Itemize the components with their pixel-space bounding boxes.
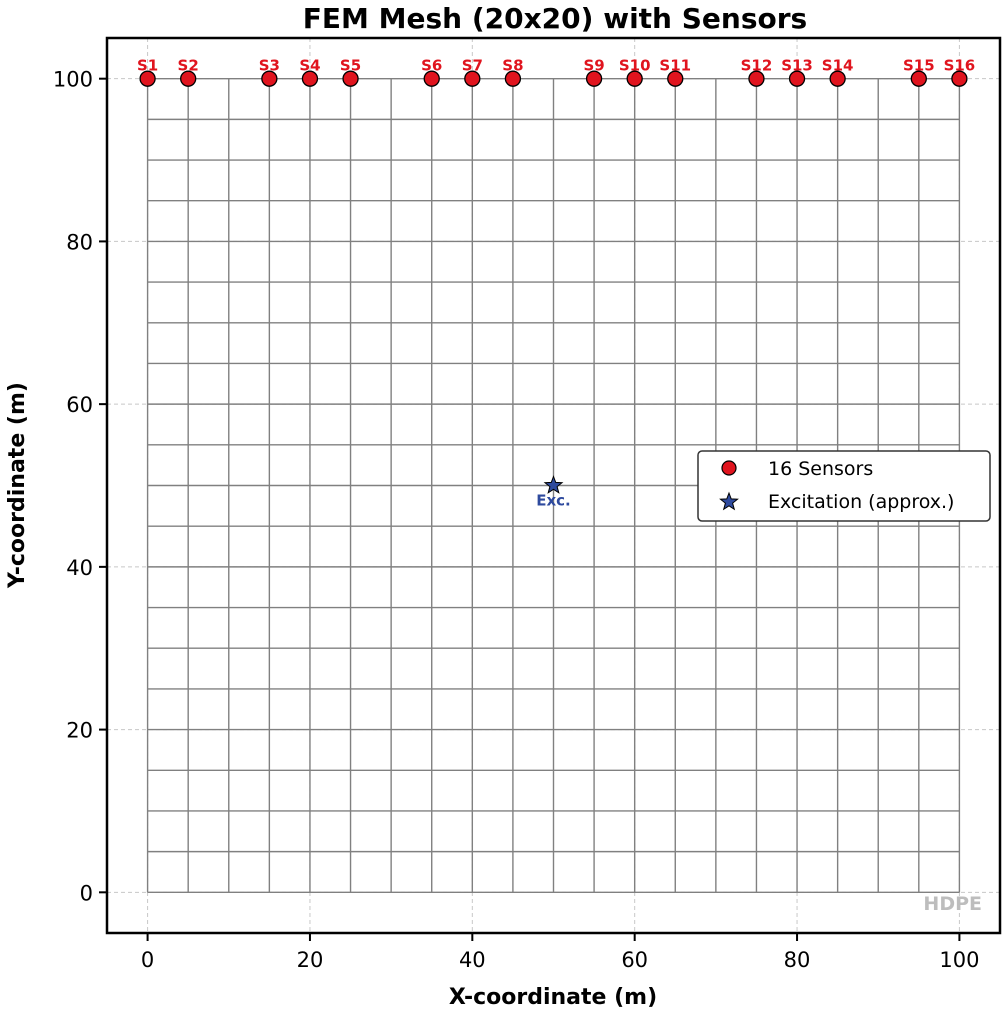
excitation-label: Exc. bbox=[536, 492, 571, 510]
sensor-label: S8 bbox=[502, 57, 523, 75]
sensor-marker bbox=[342, 70, 359, 87]
chart-title: FEM Mesh (20x20) with Sensors bbox=[303, 2, 807, 35]
sensor-marker bbox=[667, 70, 684, 87]
y-tick-label: 60 bbox=[66, 393, 93, 417]
sensor-label: S7 bbox=[462, 57, 483, 75]
sensor-label: S13 bbox=[781, 57, 813, 75]
sensor-label: S3 bbox=[259, 57, 280, 75]
sensor-label: S10 bbox=[619, 57, 651, 75]
sensor-label: S11 bbox=[659, 57, 691, 75]
sensor-marker bbox=[585, 70, 603, 87]
y-tick-label: 40 bbox=[66, 556, 93, 580]
sensor-label: S15 bbox=[903, 57, 935, 75]
sensor-marker bbox=[504, 70, 522, 87]
plot-frame bbox=[105, 36, 1002, 935]
sensor-label: S2 bbox=[178, 57, 199, 75]
x-tick-label: 20 bbox=[297, 948, 324, 972]
y-tick-label: 20 bbox=[66, 719, 93, 743]
legend-box bbox=[697, 450, 991, 522]
sensor-label: S6 bbox=[421, 57, 442, 75]
sensor-marker bbox=[423, 70, 440, 87]
sensor-marker bbox=[829, 70, 846, 87]
x-tick-label: 60 bbox=[621, 948, 648, 972]
sensor-marker bbox=[626, 70, 643, 87]
x-tick-label: 40 bbox=[459, 948, 486, 972]
y-tick-label: 80 bbox=[66, 230, 93, 254]
legend-star-icon bbox=[719, 491, 739, 511]
sensor-marker bbox=[951, 70, 968, 87]
sensor-label: S14 bbox=[822, 57, 854, 75]
sensor-marker bbox=[910, 70, 927, 87]
sensor-label: S9 bbox=[583, 57, 604, 75]
sensor-marker bbox=[788, 70, 806, 87]
sensor-marker bbox=[464, 70, 481, 87]
sensor-marker bbox=[748, 70, 765, 87]
excitation-star-marker bbox=[543, 475, 564, 494]
x-tick-label: 100 bbox=[939, 948, 979, 972]
legend-sensor-marker bbox=[721, 460, 737, 476]
sensor-label: S4 bbox=[299, 57, 320, 75]
watermark-text: HDPE bbox=[923, 893, 982, 915]
sensor-marker bbox=[301, 70, 319, 87]
x-tick-label: 0 bbox=[141, 948, 154, 972]
y-tick-label: 100 bbox=[53, 68, 93, 92]
sensor-marker bbox=[180, 70, 197, 87]
y-axis-label: Y-coordinate (m) bbox=[5, 382, 30, 589]
sensor-label: S12 bbox=[741, 57, 773, 75]
legend-sensor-label: 16 Sensors bbox=[768, 458, 873, 480]
points-layer: S1 S2 S3 S4 S5 S6 S7 S8 S9 S10 S11 S12 S13 S14 S15 S16 E… bbox=[137, 57, 975, 510]
sensor-marker bbox=[139, 70, 156, 87]
y-tick-label: 0 bbox=[80, 881, 93, 905]
legend-excitation-label: Excitation (approx.) bbox=[768, 491, 954, 513]
sensor-label: S16 bbox=[944, 57, 976, 75]
sensor-marker bbox=[261, 70, 278, 87]
sensor-label: S1 bbox=[137, 57, 158, 75]
x-axis-label: X-coordinate (m) bbox=[449, 985, 657, 1010]
ticks-layer: 0 20 40 60 80 100 0 20 40 60 80 100 bbox=[53, 68, 980, 972]
x-tick-label: 80 bbox=[784, 948, 811, 972]
legend: 16 Sensors Excitation (approx.) bbox=[697, 450, 991, 522]
sensor-label: S5 bbox=[340, 57, 361, 75]
